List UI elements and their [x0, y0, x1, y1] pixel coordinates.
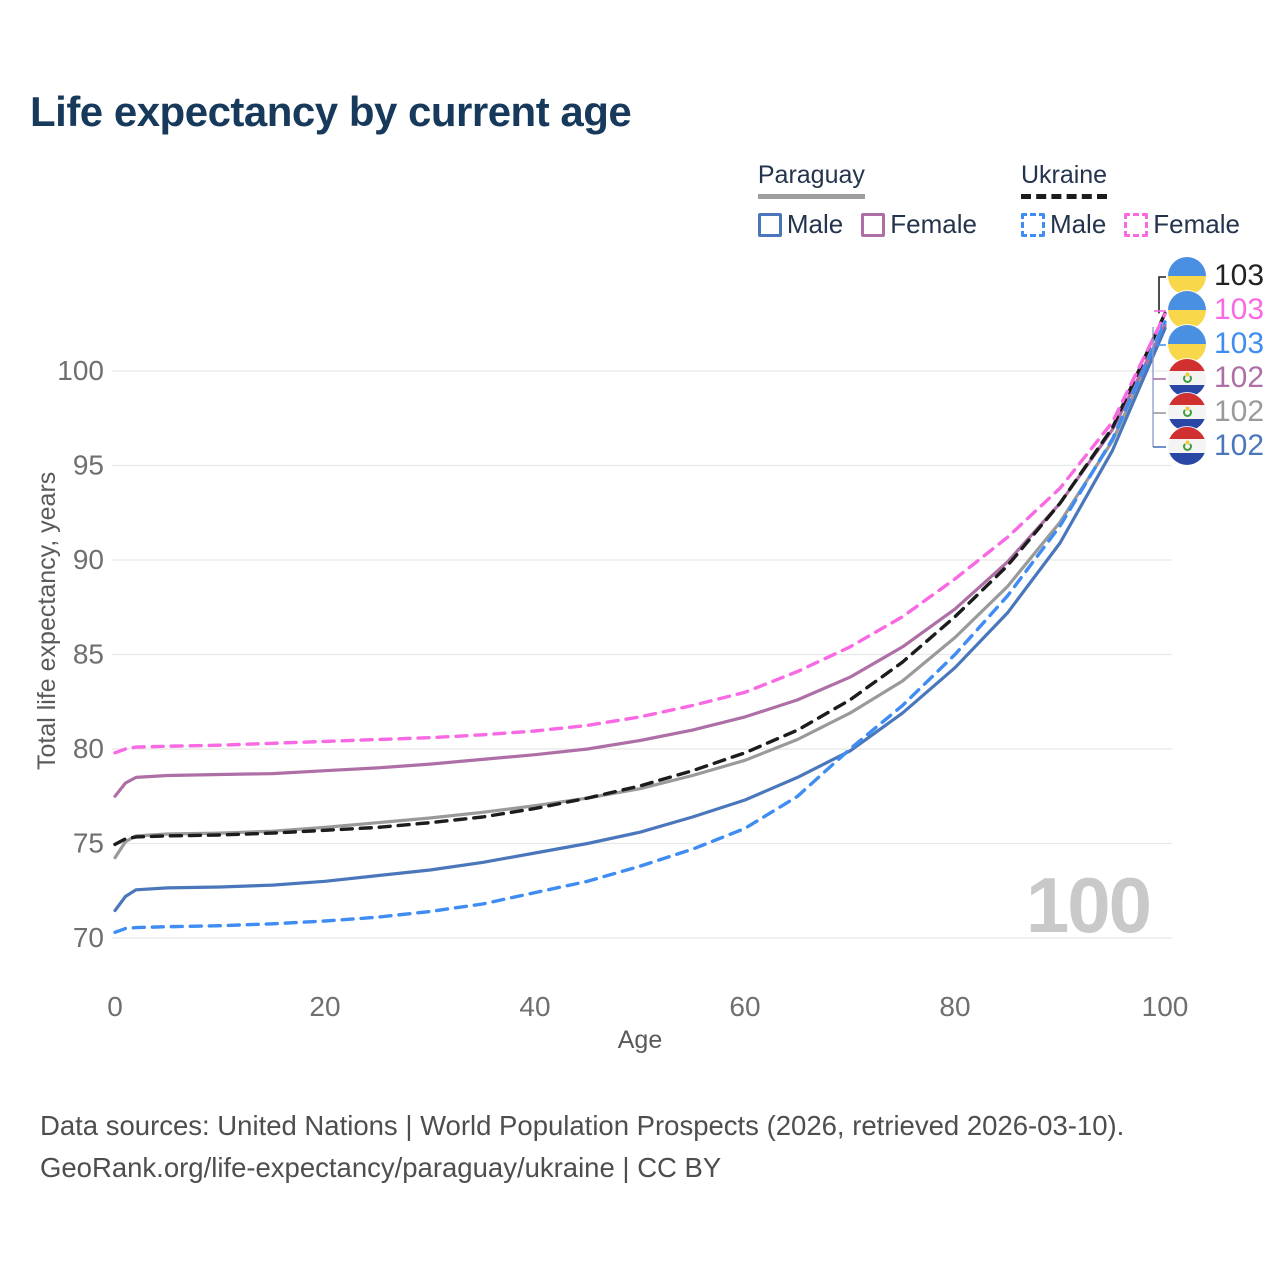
end-value-label: 103	[1214, 327, 1265, 360]
end-label-row: 102	[1168, 393, 1265, 431]
line-chart-canvas: 70 75 80 85 90 95 100 0 20 40 60 80 100	[57, 276, 1189, 1022]
end-value-label: 102	[1214, 361, 1265, 394]
end-label-row: 103	[1168, 257, 1265, 295]
y-tick-label-90: 90	[73, 544, 104, 575]
x-tick-label-20: 20	[309, 991, 340, 1022]
paraguay-emblem-icon	[1181, 372, 1194, 385]
legend-item-paraguay-female[interactable]: Female	[861, 209, 977, 240]
ukraine-female-swatch-icon	[1124, 212, 1149, 237]
x-tick-label-0: 0	[107, 991, 123, 1022]
end-value-label: 102	[1214, 395, 1265, 428]
end-value-label: 103	[1214, 259, 1265, 292]
leader-ukraine-total	[1158, 276, 1166, 314]
y-tick-label-80: 80	[73, 733, 104, 764]
x-tick-label-40: 40	[519, 991, 550, 1022]
series-line-paraguay-male[interactable]	[113, 326, 1167, 913]
end-value-labels: 103 103 103 102 102 102	[1168, 257, 1265, 465]
legend-row-paraguay: Male Female	[757, 209, 977, 240]
end-label-row: 103	[1168, 291, 1265, 329]
legend-row-ukraine: Male Female	[1020, 209, 1240, 240]
y-tick-label-70: 70	[73, 922, 104, 953]
legend-label-ukraine-male: Male	[1049, 209, 1107, 239]
paraguay-male-swatch-icon	[757, 212, 782, 237]
legend-group-paraguay: Paraguay Male Female	[757, 161, 977, 240]
y-tick-label-95: 95	[73, 450, 104, 481]
age-watermark: 100	[1025, 861, 1152, 949]
y-tick-label-100: 100	[57, 355, 104, 386]
legend-label-ukraine-female: Female	[1153, 209, 1240, 239]
x-axis-title: Age	[617, 1026, 663, 1054]
legend-group-ukraine: Ukraine Male Female	[1020, 161, 1240, 240]
ukraine-flag-icon	[1168, 325, 1206, 363]
series-line-ukraine-female[interactable]	[113, 312, 1167, 755]
series-line-ukraine-male[interactable]	[113, 320, 1167, 934]
paraguay-flag-icon	[1168, 393, 1206, 431]
legend-country-ukraine[interactable]: Ukraine	[1020, 161, 1108, 199]
x-tick-label-60: 60	[729, 991, 760, 1022]
series-line-paraguay[interactable]	[113, 325, 1167, 860]
paraguay-female-swatch-icon	[861, 212, 886, 237]
footer: Data sources: United Nations | World Pop…	[40, 1105, 1124, 1189]
ukraine-flag-icon	[1168, 257, 1206, 295]
y-tick-label-75: 75	[73, 828, 104, 859]
series-line-ukraine[interactable]	[113, 311, 1167, 847]
end-label-row: 103	[1168, 325, 1265, 363]
legend-item-ukraine-male[interactable]: Male	[1020, 209, 1107, 240]
ukraine-male-swatch-icon	[1020, 212, 1045, 237]
attribution-line: GeoRank.org/life-expectancy/paraguay/ukr…	[40, 1151, 722, 1183]
end-label-row: 102	[1168, 427, 1265, 465]
legend-item-paraguay-male[interactable]: Male	[757, 209, 844, 240]
end-value-label: 103	[1214, 293, 1265, 326]
end-label-row: 102	[1168, 359, 1265, 397]
legend: Paraguay Male Female Ukraine Male	[757, 161, 1240, 240]
legend-item-ukraine-female[interactable]: Female	[1124, 209, 1240, 240]
x-tick-label-100: 100	[1142, 991, 1189, 1022]
legend-country-paraguay[interactable]: Paraguay	[757, 161, 865, 199]
chart-title: Life expectancy by current age	[30, 88, 632, 135]
paraguay-flag-icon	[1168, 359, 1206, 397]
data-sources-line: Data sources: United Nations | World Pop…	[40, 1110, 1125, 1141]
legend-label-paraguay-female: Female	[890, 209, 977, 239]
end-value-label: 102	[1214, 429, 1265, 462]
y-axis-title: Total life expectancy, years	[33, 471, 61, 770]
legend-label-paraguay-male: Male	[786, 209, 844, 239]
paraguay-emblem-icon	[1181, 406, 1194, 419]
leader-ukraine-male	[1155, 323, 1166, 346]
series-line-paraguay-female[interactable]	[113, 323, 1167, 798]
paraguay-emblem-icon	[1181, 440, 1194, 453]
y-tick-label-85: 85	[73, 639, 104, 670]
x-tick-label-80: 80	[939, 991, 970, 1022]
ukraine-flag-icon	[1168, 291, 1206, 329]
paraguay-flag-icon	[1168, 427, 1206, 465]
